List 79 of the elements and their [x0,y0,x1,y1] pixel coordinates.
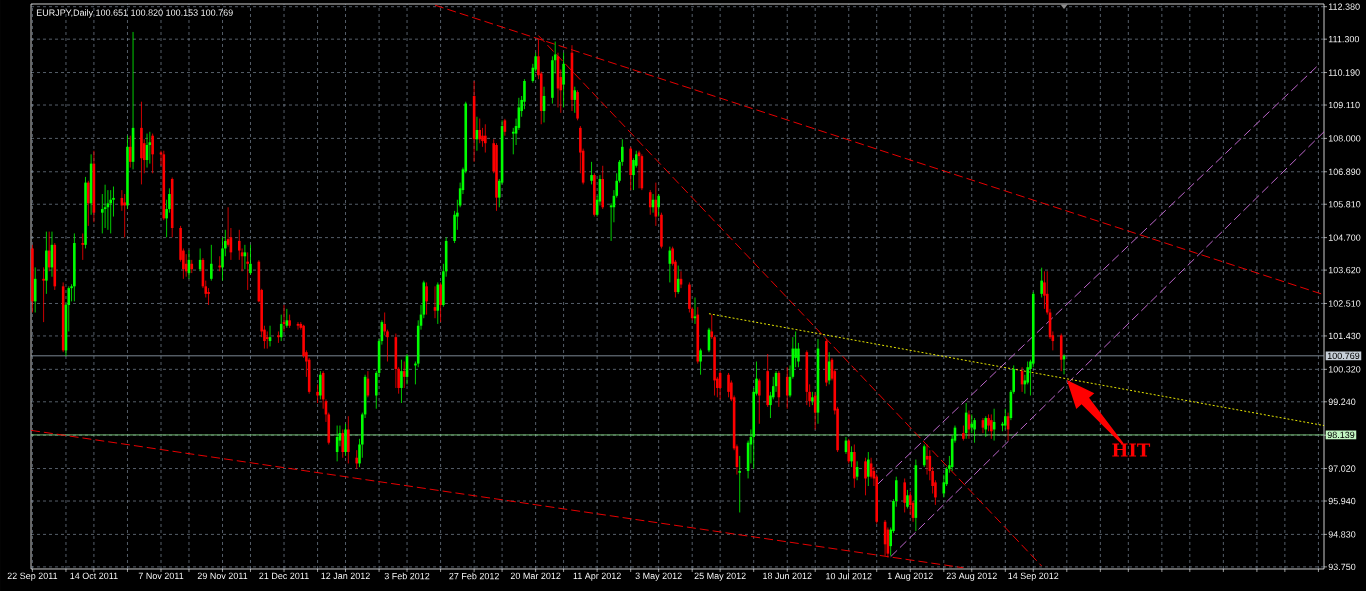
candlestick [151,133,154,174]
x-tick-label: 7 Nov 2011 [138,572,184,580]
candlestick [785,366,789,410]
candlestick [344,423,347,457]
x-tick-label: 21 Dec 2011 [259,572,309,580]
y-tick-label: 110.190 [1328,69,1360,76]
candlestick [562,52,565,108]
candlestick [906,489,909,509]
ref-line-label: 98.139 [1327,431,1355,439]
y-tick-label: 94.830 [1328,531,1356,538]
candlestick [903,478,906,513]
candlestick [590,161,593,185]
candlestick [850,445,853,468]
y-tick-label: 99.240 [1328,398,1356,405]
text: EURJPY,Daily 100.651 100.820 100.153 100.769 [36,9,233,18]
candlestick [847,438,851,464]
x-tick-label: 14 Oct 2011 [70,572,118,580]
y-tick-label: 103.620 [1328,266,1361,274]
candlestick [109,189,112,234]
x-tick-label: 23 Aug 2012 [946,572,997,581]
x-tick-label: 3 May 2012 [635,572,682,581]
candlestick [425,282,428,315]
x-tick-label: 12 Jan 2012 [321,572,370,580]
y-tick-label: 109.110 [1328,101,1360,109]
x-tick-label: 18 Jun 2012 [763,572,812,580]
candlestick [87,180,90,227]
candlestick [400,359,403,404]
candlestick [128,135,132,168]
candlestick [657,193,660,217]
candlestick [738,455,742,513]
candlestick [347,415,350,464]
y-tick-label: 102.510 [1328,300,1361,307]
candlestick [864,457,867,496]
x-tick-label: 3 Feb 2012 [384,572,430,580]
candlestick [922,444,926,468]
y-tick-label: 105.810 [1328,201,1361,208]
candlestick [699,348,702,376]
y-tick-label: 95.940 [1328,497,1356,505]
candlestick [319,370,322,400]
y-tick-label: 108.000 [1328,135,1361,142]
y-tick-label: 101.430 [1328,332,1361,340]
y-tick-label: 97.020 [1328,465,1356,472]
x-tick-label: 14 Sep 2012 [1008,572,1059,581]
x-tick-label: 1 Aug 2012 [887,572,933,581]
candlestick [277,331,280,344]
candlestick [676,265,680,295]
x-tick-label: 22 Sep 2011 [7,572,58,581]
candlestick [478,118,482,144]
candlestick [81,233,85,261]
annotation: HIT [1112,443,1151,457]
y-tick-label: 112.380 [1328,3,1360,10]
candlestick [33,266,37,313]
x-tick-label: 29 Nov 2011 [197,572,248,580]
candlestick [42,266,45,323]
candlestick [973,417,976,444]
x-tick-label: 27 Feb 2012 [449,572,499,580]
ref-line-label: 100.769 [1327,352,1360,360]
y-tick-label: 104.700 [1328,234,1361,241]
y-tick-label: 100.320 [1328,366,1361,373]
candlestick [246,251,249,291]
candlestick [484,123,487,153]
candlestick [123,193,126,238]
x-tick-label: 10 Jul 2012 [826,572,872,580]
candlestick [207,287,210,306]
y-tick-label: 106.890 [1328,168,1361,175]
candlestick [573,86,577,114]
candlestick [249,244,252,276]
y-tick-label: 111.300 [1328,35,1360,43]
candlestick [1004,408,1007,430]
candlestick [648,189,652,216]
candlestick [1040,267,1043,298]
candlestick [355,449,359,470]
x-tick-label: 20 Mar 2012 [510,572,561,580]
x-tick-label: 11 Apr 2012 [573,572,621,581]
candlestick [316,383,319,404]
y-tick-label: 93.750 [1328,563,1356,571]
candlestick [210,244,213,282]
candlestick [727,372,730,398]
x-tick-label: 25 May 2012 [694,572,746,581]
